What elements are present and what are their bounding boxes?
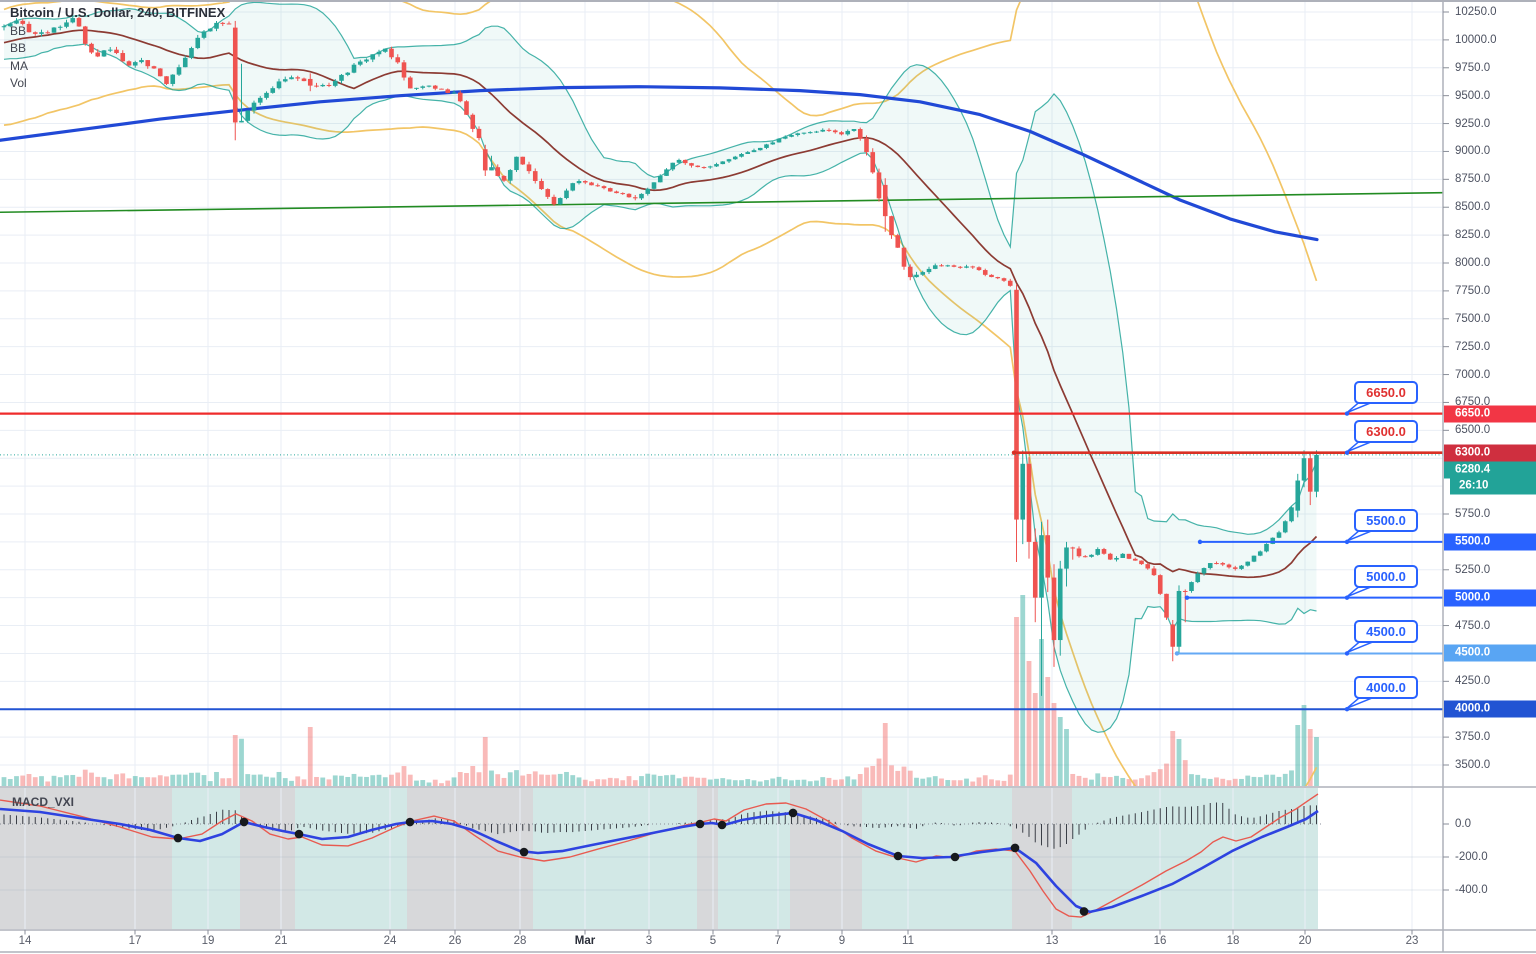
date-label: 28 xyxy=(513,935,527,947)
macd-tick-label: -400.0 xyxy=(1455,884,1488,896)
price-callout-5000.0[interactable]: 5000.0 xyxy=(1354,564,1418,588)
price-tick-label: 8000.0 xyxy=(1455,256,1491,269)
macd-cross-dot xyxy=(717,820,727,830)
price-badge: 4000.0 xyxy=(1444,700,1536,718)
macd-tick-label: 0.0 xyxy=(1455,818,1471,830)
date-label: 19 xyxy=(201,935,215,947)
price-tick-label: 5750.0 xyxy=(1455,507,1491,520)
price-tick-label: 9500.0 xyxy=(1455,89,1491,102)
price-badge: 5500.0 xyxy=(1444,533,1536,551)
macd-main-line xyxy=(0,807,1319,914)
volume-bars xyxy=(1,595,1319,786)
price-tick-label: 7750.0 xyxy=(1455,284,1491,297)
macd-cross-dot xyxy=(405,817,415,827)
price-tick-label: 9000.0 xyxy=(1455,145,1491,158)
price-badge: 6280.4 xyxy=(1444,461,1536,478)
price-tick-label: 8750.0 xyxy=(1455,173,1491,186)
date-label: 13 xyxy=(1045,935,1059,947)
price-callout-4500.0[interactable]: 4500.0 xyxy=(1354,620,1418,644)
price-callout-6300.0[interactable]: 6300.0 xyxy=(1354,419,1418,443)
callout-tails xyxy=(1344,400,1375,712)
price-badge: 6300.0 xyxy=(1444,444,1536,462)
price-tick-label: 7250.0 xyxy=(1455,340,1491,353)
date-label: 9 xyxy=(838,935,846,947)
price-callout-6650.0[interactable]: 6650.0 xyxy=(1354,380,1418,404)
date-label: 16 xyxy=(1153,935,1167,947)
date-label: 24 xyxy=(383,935,397,947)
price-tick-label: 7000.0 xyxy=(1455,368,1491,381)
price-tick-label: 9750.0 xyxy=(1455,61,1491,74)
price-tick-label: 8500.0 xyxy=(1455,201,1491,214)
macd-cross-dot xyxy=(695,819,705,829)
bar-countdown-badge: 26:10 xyxy=(1450,477,1536,495)
date-label: 26 xyxy=(448,935,462,947)
date-label: Mar xyxy=(574,935,596,947)
date-label: 21 xyxy=(274,935,288,947)
trend-green-line[interactable] xyxy=(0,191,1443,214)
price-tick-label: 3500.0 xyxy=(1455,758,1491,771)
date-label: 3 xyxy=(645,935,653,947)
bollinger-basis-line xyxy=(3,29,1318,579)
price-badge: 6650.0 xyxy=(1444,405,1536,423)
date-label: 7 xyxy=(774,935,782,947)
price-level-lines[interactable] xyxy=(0,412,1443,711)
price-tick-label: 3750.0 xyxy=(1455,731,1491,744)
price-badge: 5000.0 xyxy=(1444,589,1536,607)
macd-cross-dot xyxy=(1079,907,1089,916)
price-tick-label: 9250.0 xyxy=(1455,117,1491,130)
date-label: 18 xyxy=(1226,935,1240,947)
date-label: 17 xyxy=(128,935,142,947)
macd-cross-dot xyxy=(950,852,960,862)
price-callout-4000.0[interactable]: 4000.0 xyxy=(1354,676,1418,700)
macd-tick-label: -200.0 xyxy=(1455,851,1488,863)
macd-cross-dot xyxy=(294,829,304,839)
bollinger-inner-band xyxy=(3,2,1318,733)
macd-cross-dot xyxy=(788,808,798,818)
macd-cross-dot xyxy=(893,851,903,861)
macd-signal-line xyxy=(0,793,1319,918)
date-label: 23 xyxy=(1405,935,1419,947)
date-label: 11 xyxy=(902,935,914,947)
price-badge: 4500.0 xyxy=(1444,644,1536,662)
price-tick-label: 7500.0 xyxy=(1455,312,1491,325)
macd-cross-dot xyxy=(1010,843,1020,853)
macd-session-bands xyxy=(0,788,1318,929)
macd-cross-dot xyxy=(519,847,529,857)
date-label: 20 xyxy=(1298,935,1312,947)
price-tick-label: 10250.0 xyxy=(1455,6,1497,18)
main-pane[interactable] xyxy=(0,0,1443,845)
price-tick-label: 5250.0 xyxy=(1455,563,1491,576)
price-tick-label: 4250.0 xyxy=(1455,675,1491,688)
date-label: 14 xyxy=(18,935,32,947)
macd-indicator-label[interactable]: MACD_VXI xyxy=(12,795,75,809)
price-tick-label: 6500.0 xyxy=(1455,424,1491,437)
macd-pane[interactable] xyxy=(0,793,1322,918)
date-label: 5 xyxy=(709,935,717,947)
macd-cross-dot xyxy=(239,817,249,827)
price-tick-label: 10000.0 xyxy=(1455,33,1497,46)
ma-blue-line xyxy=(0,85,1319,242)
macd-cross-dot xyxy=(173,833,183,843)
price-callout-5500.0[interactable]: 5500.0 xyxy=(1354,508,1418,532)
price-tick-label: 4750.0 xyxy=(1455,619,1491,632)
candlesticks xyxy=(1,16,1319,696)
bollinger-outer-band xyxy=(3,2,1318,786)
price-tick-label: 8250.0 xyxy=(1455,229,1491,242)
